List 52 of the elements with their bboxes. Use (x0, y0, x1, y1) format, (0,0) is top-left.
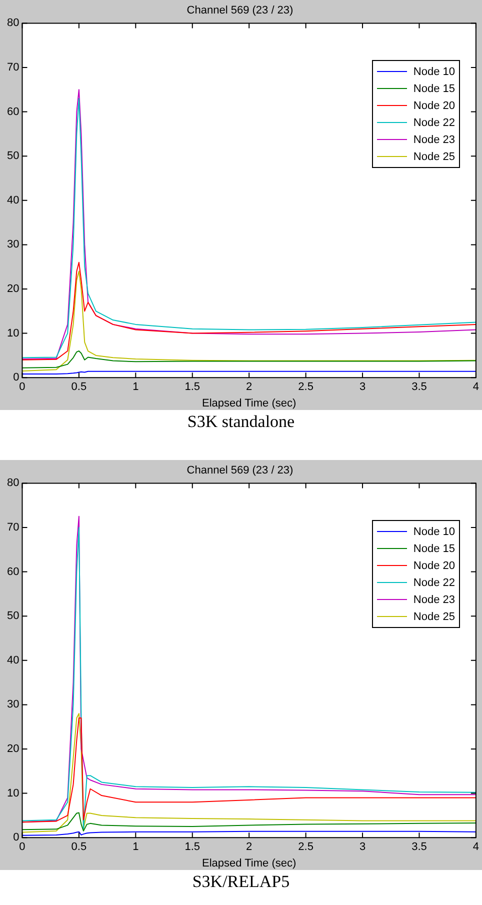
text: S3K standalone (186, 411, 296, 433)
chart-title: Channel 569 (23 / 23) (186, 464, 294, 477)
x-tick-label: 3 (359, 381, 366, 394)
y-tick-label: 0 (13, 832, 20, 844)
legend-label: Node 10 (413, 66, 455, 78)
x-axis-title: Elapsed Time (sec) (202, 397, 296, 410)
x-tick-label: 2 (246, 841, 252, 854)
y-tick-label: 0 (13, 372, 20, 384)
x-axis-title: Elapsed Time (sec) (202, 857, 296, 870)
y-tick-label: 70 (6, 62, 20, 74)
x-tick-label: 2 (246, 381, 252, 394)
legend-label: Node 10 (413, 526, 455, 538)
y-tick-label: 20 (6, 283, 20, 296)
y-tick-label: 20 (6, 743, 20, 756)
x-tick-label: 4 (472, 381, 480, 394)
y-tick-label: 80 (6, 17, 20, 30)
legend-label: Node 22 (413, 576, 455, 588)
x-tick-label: 4 (472, 841, 480, 854)
y-tick-label: 40 (6, 654, 20, 666)
y-tick-label: 10 (6, 327, 20, 340)
chart-title: Channel 569 (23 / 23) (186, 4, 294, 17)
text: S3K/RELAP5 (191, 871, 291, 893)
y-tick-label: 80 (6, 477, 20, 490)
x-tick-label: 1.5 (184, 841, 200, 854)
x-tick-label: 3.5 (412, 381, 427, 394)
legend-label: Node 23 (413, 594, 455, 606)
y-tick-label: 30 (6, 238, 20, 251)
x-tick-label: 1 (132, 841, 139, 854)
x-tick-label: 1 (132, 381, 139, 394)
legend-label: Node 15 (413, 542, 455, 554)
legend-label: Node 20 (413, 100, 455, 112)
y-tick-label: 30 (6, 698, 20, 711)
legend-label: Node 23 (413, 134, 455, 146)
legend-label: Node 22 (413, 116, 455, 128)
y-tick-label: 40 (6, 194, 20, 206)
x-tick-label: 2.5 (298, 381, 314, 394)
x-tick-label: 3.5 (412, 841, 427, 854)
x-tick-label: 3 (359, 841, 366, 854)
legend-label: Node 25 (413, 610, 455, 622)
legend-label: Node 25 (413, 150, 455, 162)
legend-label: Node 20 (413, 560, 455, 572)
y-tick-label: 70 (6, 522, 20, 534)
x-tick-label: 1.5 (184, 381, 200, 394)
x-tick-label: 2.5 (298, 841, 314, 854)
y-tick-label: 50 (6, 150, 20, 162)
y-tick-label: 60 (6, 106, 20, 118)
x-tick-label: 0.5 (71, 381, 87, 394)
y-tick-label: 10 (6, 787, 20, 800)
y-tick-label: 60 (6, 566, 20, 578)
x-tick-label: 0.5 (71, 841, 87, 854)
legend-label: Node 15 (413, 82, 455, 94)
y-tick-label: 50 (6, 610, 20, 622)
